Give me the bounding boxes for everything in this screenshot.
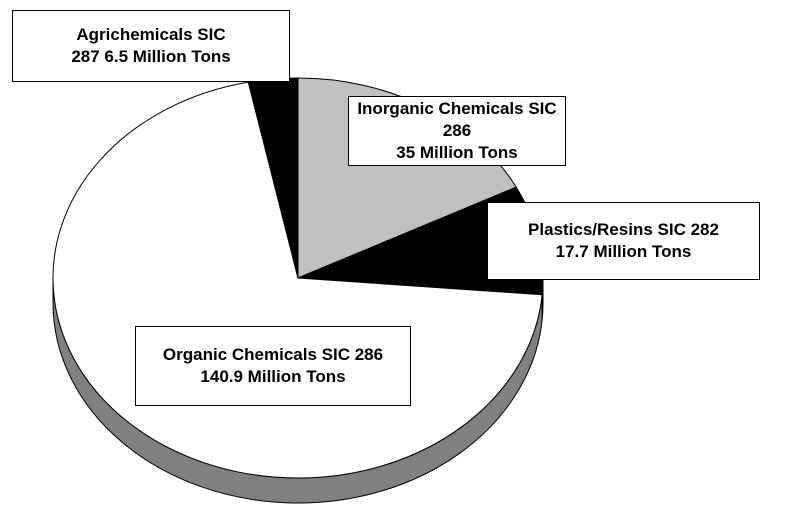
category-label: Plastics/Resins SIC 282 bbox=[528, 220, 719, 239]
value-label: 140.9 Million Tons bbox=[200, 367, 346, 386]
slice-label: Plastics/Resins SIC 282 17.7 Million Ton… bbox=[487, 202, 760, 280]
category-label: Inorganic Chemicals SIC 286 bbox=[357, 99, 557, 140]
value-label: 6.5 Million Tons bbox=[104, 47, 231, 66]
value-label: 35 Million Tons bbox=[396, 143, 518, 162]
slice-label: Organic Chemicals SIC 286 140.9 Million … bbox=[135, 326, 411, 406]
category-label: Agrichemicals SIC 287 bbox=[71, 25, 226, 66]
slice-label: Agrichemicals SIC 287 6.5 Million Tons bbox=[12, 10, 290, 82]
value-label: 17.7 Million Tons bbox=[555, 242, 692, 261]
category-label: Organic Chemicals SIC 286 bbox=[162, 345, 384, 364]
slice-label: Inorganic Chemicals SIC 286 35 Million T… bbox=[348, 96, 566, 166]
